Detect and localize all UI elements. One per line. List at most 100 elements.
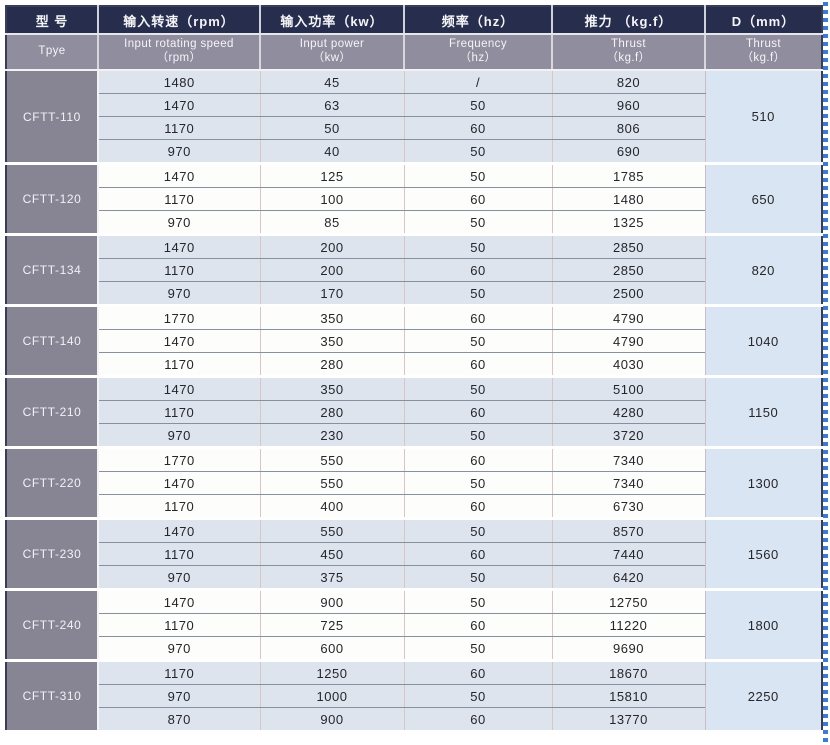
thrust-cell: 2850 [551,258,705,282]
frequency-cell: 60 [403,660,552,685]
rpm-cell: 1470 [97,376,260,401]
diameter-cell: 820 [704,234,822,307]
rpm-cell: 970 [97,139,260,165]
header-thrust-en: Thrust （kg.f） [551,34,705,71]
header-frequency-cn: 频率（hz） [403,6,552,35]
model-cell: CFTT-220 [6,447,98,520]
power-cell: 450 [259,542,404,566]
header-label-line1: Tpye [38,45,66,58]
table-row: 970 170 50 2500 [6,281,822,307]
rpm-cell: 1470 [97,163,260,188]
thrust-cell: 4790 [551,305,705,330]
thrust-cell: 2500 [551,281,705,307]
diameter-cell: 2250 [704,660,822,733]
power-cell: 900 [259,589,404,614]
power-cell: 100 [259,187,404,211]
spec-table: 型 号 输入转速（rpm） 输入功率（kw） 频率（hz） 推力 （kg.f） … [5,5,823,733]
rpm-cell: 1170 [97,258,260,282]
model-cell: CFTT-140 [6,305,98,378]
frequency-cell: 50 [403,281,552,307]
thrust-cell: 7340 [551,471,705,495]
power-cell: 1000 [259,684,404,708]
table-row: 1170 280 60 4280 [6,400,822,424]
rpm-cell: 1770 [97,305,260,330]
frequency-cell: 50 [403,471,552,495]
frequency-cell: 50 [403,565,552,591]
frequency-cell: 50 [403,636,552,662]
model-cell: CFTT-110 [6,70,98,165]
diameter-cell: 1150 [704,376,822,449]
table-row: CFTT-140 1770 350 60 4790 1040 [6,305,822,378]
frequency-cell: 60 [403,305,552,330]
table-row: 1170 725 60 11220 [6,613,822,637]
frequency-cell: 60 [403,400,552,424]
model-cell: CFTT-120 [6,163,98,236]
table-row: 1470 350 50 4790 [6,329,822,353]
header-label-line1: Thrust [611,38,646,51]
rpm-cell: 1170 [97,352,260,378]
table-row: CFTT-120 1470 125 50 1785 650 [6,163,822,236]
rpm-cell: 1170 [97,660,260,685]
thrust-cell: 15810 [551,684,705,708]
power-cell: 280 [259,400,404,424]
table-row: CFTT-210 1470 350 50 5100 1150 [6,376,822,449]
header-model-cn: 型 号 [6,6,98,35]
rpm-cell: 1470 [97,93,260,117]
rpm-cell: 870 [97,707,260,733]
frequency-cell: 60 [403,187,552,211]
table-row: 1170 280 60 4030 [6,352,822,378]
frequency-cell: 50 [403,93,552,117]
thrust-cell: 4790 [551,329,705,353]
header-label-line2: （kw） [312,52,352,64]
power-cell: 40 [259,139,404,165]
power-cell: 50 [259,116,404,140]
header-diameter-cn: D（mm） [704,6,822,35]
header-label-line1: Thrust [746,38,781,51]
thrust-cell: 806 [551,116,705,140]
header-power-cn: 输入功率（kw） [259,6,404,35]
model-cell: CFTT-240 [6,589,98,662]
rpm-cell: 1470 [97,329,260,353]
rpm-cell: 1170 [97,400,260,424]
page-edge-dashed-border [823,2,828,743]
rpm-cell: 1170 [97,494,260,520]
table-row: 970 1000 50 15810 [6,684,822,708]
table-row: 1470 550 50 7340 [6,471,822,495]
table-row: 1170 200 60 2850 [6,258,822,282]
table-row: CFTT-240 1470 900 50 12750 1800 [6,589,822,662]
frequency-cell: 60 [403,116,552,140]
table-row: CFTT-310 1170 1250 60 18670 2250 [6,660,822,733]
rpm-cell: 1170 [97,116,260,140]
thrust-cell: 5100 [551,376,705,401]
rpm-cell: 1480 [97,70,260,94]
model-cell: CFTT-210 [6,376,98,449]
power-cell: 550 [259,518,404,543]
table-row: 970 375 50 6420 [6,565,822,591]
frequency-cell: 50 [403,518,552,543]
thrust-cell: 820 [551,70,705,94]
header-frequency-en: Frequency （hz） [403,34,552,71]
frequency-cell: 50 [403,589,552,614]
thrust-cell: 18670 [551,660,705,685]
rpm-cell: 970 [97,281,260,307]
frequency-cell: 60 [403,707,552,733]
header-rpm-en: Input rotating speed （rpm） [97,34,260,71]
table-body: CFTT-110 1480 45/820 510 1470 63 50 960 1170 50 60… [6,70,822,733]
power-cell: 550 [259,471,404,495]
thrust-cell: 6730 [551,494,705,520]
rpm-cell: 1170 [97,542,260,566]
table-row: 1170 100 60 1480 [6,187,822,211]
power-cell: 170 [259,281,404,307]
thrust-cell: 1480 [551,187,705,211]
power-cell: 375 [259,565,404,591]
thrust-cell: 13770 [551,707,705,733]
thrust-cell: 7340 [551,447,705,472]
thrust-cell: 1785 [551,163,705,188]
header-row-chinese: 型 号 输入转速（rpm） 输入功率（kw） 频率（hz） 推力 （kg.f） … [6,6,822,35]
header-label-line2: （kg.f） [741,52,786,64]
rpm-cell: 970 [97,636,260,662]
power-cell: 600 [259,636,404,662]
table-row: CFTT-230 1470 550 50 8570 1560 [6,518,822,591]
header-rpm-cn: 输入转速（rpm） [97,6,260,35]
